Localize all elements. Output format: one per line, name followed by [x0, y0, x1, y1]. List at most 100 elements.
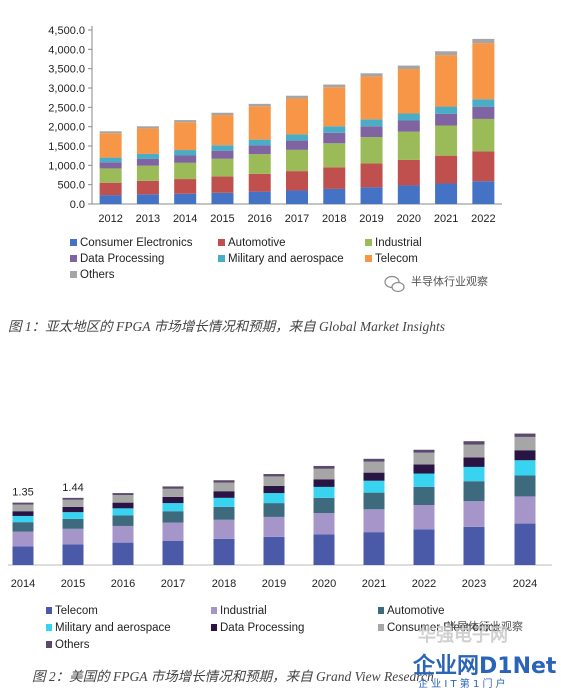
bar-segment: [99, 131, 122, 134]
bar-segment: [263, 485, 285, 494]
x-tick-label: 2017: [161, 578, 185, 590]
brand-logo: 华强电子网 企业网D1Net 企 业 I T 第 1 门 户: [412, 624, 557, 690]
bar-segment: [136, 153, 159, 159]
y-tick-label: 2,500.0: [48, 102, 85, 114]
bar-segment: [211, 112, 234, 116]
x-tick-label: 2020: [397, 213, 421, 225]
bar-segment: [112, 525, 134, 543]
bar-segment: [286, 134, 308, 141]
legend-swatch: [218, 239, 225, 246]
y-tick-label: 500.0: [57, 180, 85, 192]
bar-segment: [363, 472, 385, 481]
bar-segment: [286, 140, 308, 150]
x-tick-label: 2015: [210, 213, 234, 225]
bar-segment: [12, 531, 34, 547]
bar-segment: [213, 538, 235, 565]
bar-segment: [313, 513, 335, 535]
bar-segment: [112, 515, 134, 526]
bar-segment: [472, 38, 495, 44]
bar-segment: [263, 536, 285, 565]
bar-segment: [413, 449, 435, 453]
legend-swatch: [46, 607, 52, 614]
bar-segment: [463, 457, 485, 467]
bar-segment: [263, 476, 285, 486]
caption-2: 图 2：美国的 FPGA 市场增长情况和预期，来自 Grand View Res…: [32, 669, 434, 684]
bar-segment: [323, 143, 346, 168]
bar-segment: [162, 503, 184, 512]
legend-label: Data Processing: [80, 253, 164, 265]
x-tick-label: 2018: [212, 578, 236, 590]
legend-label: Industrial: [375, 237, 422, 249]
y-tick-label: 4,500.0: [48, 25, 85, 37]
bar-segment: [62, 528, 84, 545]
bar-segment: [472, 118, 495, 152]
bar-segment: [397, 131, 420, 160]
bar-segment: [174, 162, 197, 180]
bar-segment: [162, 522, 184, 541]
bar-segment: [174, 193, 197, 204]
bar-segment: [413, 505, 435, 530]
bar-segment: [360, 76, 383, 120]
bar-segment: [514, 460, 536, 476]
bar-segment: [99, 133, 122, 158]
bar-segment: [363, 509, 385, 533]
apac-fpga-chart: 0.0 500.0 1,000.0 1,500.0 2,000.0 2,500.0 3,00…: [48, 25, 502, 281]
bar-segment: [360, 119, 383, 127]
bar-segment: [313, 468, 335, 480]
bar-segment: [360, 137, 383, 164]
bar-segment: [12, 546, 34, 565]
bar-segment: [435, 183, 458, 204]
bar-segment: [174, 120, 197, 123]
x-tick-label: 2014: [11, 578, 35, 590]
legend-label: Data Processing: [220, 622, 304, 634]
bar-segment: [323, 188, 346, 204]
bar-segment: [12, 502, 34, 505]
x-tick-label: 2024: [513, 578, 537, 590]
x-tick-label: 2019: [359, 213, 383, 225]
bar-segment: [213, 480, 235, 483]
bar-segment: [286, 98, 308, 135]
bar-segment: [323, 126, 346, 133]
bar-segment: [463, 466, 485, 482]
bar-segment: [136, 126, 159, 129]
bar-segment: [463, 444, 485, 458]
bar-segment: [162, 496, 184, 504]
bar-segment: [12, 515, 34, 523]
legend-label: Automotive: [228, 237, 286, 249]
bar-segment: [174, 179, 197, 194]
bar-segment: [286, 171, 308, 191]
bar-segment: [472, 151, 495, 182]
bar-segment: [313, 497, 335, 514]
bar-segment: [360, 126, 383, 138]
x-tick-label: 2022: [471, 213, 495, 225]
bar-segment: [12, 522, 34, 532]
bar-segment: [514, 433, 536, 437]
x-tick-label: 2020: [312, 578, 336, 590]
bar-segment: [413, 452, 435, 465]
bar-segment: [435, 55, 458, 107]
x-tick-label: 2013: [136, 213, 160, 225]
data-label: 1.35: [12, 487, 33, 499]
y-tick-label: 0.0: [70, 199, 85, 211]
x-tick-label: 2015: [61, 578, 85, 590]
bar-segment: [174, 155, 197, 163]
bar-segment: [136, 180, 159, 195]
us-fpga-chart: 2014 2015 2016 2017 2018 2019 2020 2021 2022 2023…: [8, 433, 552, 651]
bar-segment: [248, 139, 271, 146]
bar-segment: [248, 145, 271, 155]
bar-segment: [213, 506, 235, 520]
bar-segment: [112, 542, 134, 565]
bar-segment: [62, 497, 84, 500]
bar-segment: [136, 128, 159, 154]
caption-1: 图 1：亚太地区的 FPGA 市场增长情况和预期，来自 Global Marke…: [8, 319, 445, 334]
bar-segment: [12, 511, 34, 516]
bar-segment: [313, 534, 335, 565]
bar-segment: [313, 486, 335, 498]
bar-segment: [213, 482, 235, 492]
bar-segment: [514, 450, 536, 461]
bar-segment: [174, 150, 197, 156]
bar-segment: [248, 173, 271, 192]
bar-segment: [323, 87, 346, 127]
bar-segment: [397, 65, 420, 70]
